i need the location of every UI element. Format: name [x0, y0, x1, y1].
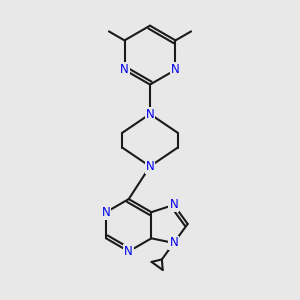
Text: N: N — [169, 236, 178, 250]
Text: N: N — [171, 63, 180, 76]
Text: N: N — [124, 245, 133, 258]
Text: N: N — [146, 160, 154, 173]
Text: N: N — [169, 198, 178, 212]
Text: N: N — [102, 206, 110, 219]
Text: N: N — [146, 107, 154, 121]
Text: N: N — [120, 63, 129, 76]
